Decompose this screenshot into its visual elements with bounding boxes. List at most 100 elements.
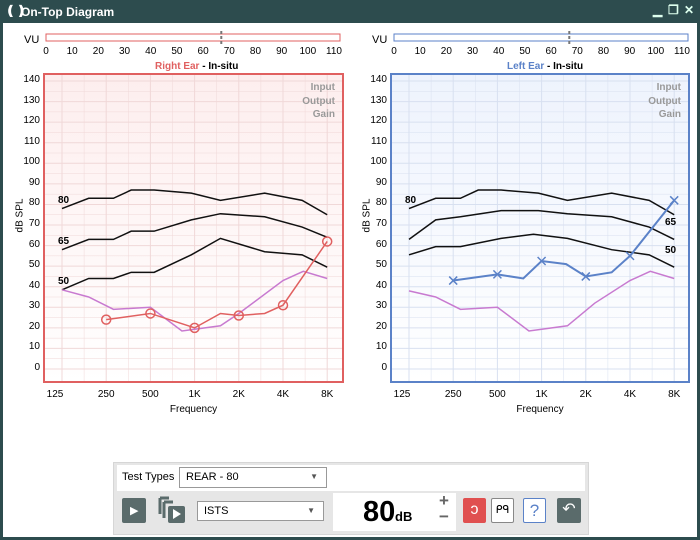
legend-item: Input [656, 82, 681, 93]
x-axis-label: Frequency [169, 404, 218, 415]
y-tick-label: 0 [34, 362, 40, 373]
vu-tick-label: 40 [493, 46, 505, 57]
vu-meter [45, 33, 341, 42]
data-point-circle [100, 314, 112, 325]
vu-tick-label: 50 [171, 46, 183, 57]
vu-label-left: VU [372, 34, 388, 46]
vu-tick-label: 60 [197, 46, 209, 57]
vu-tick-label: 30 [466, 46, 479, 57]
series-line-3 [408, 270, 675, 332]
vu-tick-label: 40 [145, 46, 157, 57]
left-ear-button[interactable]: ? [523, 498, 546, 523]
vu-tick-label: 70 [571, 46, 583, 57]
vu-tick-label: 70 [223, 46, 235, 57]
ear-name: Right Ear [155, 61, 200, 72]
left-ear-icon: ? [529, 501, 540, 520]
y-axis-label: dB SPL [361, 198, 373, 233]
curve-label: 80 [405, 194, 417, 206]
x-tick-label: 2K [579, 389, 592, 400]
y-tick-label: 70 [28, 218, 40, 229]
x-tick-label: 8K [668, 389, 681, 400]
y-axis-label: dB SPL [14, 198, 26, 233]
data-point-x [625, 251, 635, 261]
curve-label: 65 [58, 235, 70, 247]
y-tick-label: 40 [28, 279, 40, 291]
both-ears-button[interactable]: ᑭᑫ [491, 498, 514, 523]
series-line-3 [61, 270, 328, 332]
data-point-circle [145, 308, 156, 319]
y-tick-label: 130 [23, 94, 40, 106]
y-tick-label: 80 [28, 197, 40, 209]
legend-item: Output [302, 95, 335, 107]
level-value: 80 [363, 496, 396, 528]
play-sequence-button[interactable] [158, 496, 186, 524]
series-line-4 [453, 199, 675, 282]
x-tick-label: 250 [97, 389, 115, 400]
x-tick-label: 125 [46, 389, 64, 400]
plot-border [43, 73, 344, 383]
decrease-level-button[interactable]: − [439, 507, 449, 526]
right-ear-button[interactable]: ↄ [463, 498, 486, 523]
vu-tick-label: 10 [66, 46, 78, 57]
chevron-down-icon: ▼ [307, 506, 315, 515]
y-tick-label: 120 [23, 115, 40, 127]
data-point-x [448, 276, 458, 286]
legend-item: Input [310, 82, 335, 93]
series-line-80 [61, 189, 328, 216]
y-tick-label: 140 [23, 74, 40, 86]
vu-meter [393, 33, 689, 42]
vu-tick-label: 110 [326, 46, 342, 57]
chevron-down-icon: ▼ [310, 472, 318, 481]
x-tick-label: 1K [535, 389, 548, 400]
signal-select[interactable]: ISTS ▼ [197, 501, 324, 521]
y-tick-label: 20 [375, 320, 387, 332]
window-title: On-Top Diagram [21, 5, 115, 19]
left-ear-title: Left Ear - In-situ [507, 61, 583, 72]
y-tick-label: 120 [370, 115, 387, 127]
data-point-x [581, 271, 591, 281]
curve-label: 50 [58, 275, 70, 287]
signal-value: ISTS [204, 505, 229, 517]
y-tick-label: 10 [375, 341, 387, 353]
y-tick-label: 70 [375, 218, 387, 229]
x-tick-label: 4K [276, 389, 290, 400]
undo-ear-button[interactable]: ↶ [557, 498, 581, 523]
minimize-icon[interactable]: ▁ [653, 3, 663, 17]
control-panel: Test Types REAR - 80 ▼ ▶ ISTS ▼ 80 dB + − … [113, 462, 589, 535]
y-tick-label: 140 [370, 74, 387, 86]
right-ear-icon: ↄ [470, 501, 479, 518]
increase-level-button[interactable]: + [439, 491, 449, 510]
vu-tick-label: 50 [519, 46, 531, 57]
vu-tick-label: 30 [118, 46, 131, 57]
y-tick-label: 30 [375, 300, 387, 312]
plot-area [44, 74, 343, 382]
y-tick-label: 90 [28, 176, 40, 188]
x-axis-label: Frequency [516, 404, 564, 415]
vu-tick-label: 100 [299, 46, 317, 57]
close-icon[interactable]: ✕ [684, 3, 695, 17]
vu-tick-label: 0 [43, 46, 49, 57]
play-icon: ▶ [130, 505, 139, 517]
play-button[interactable]: ▶ [122, 498, 146, 523]
play-sequence-icon [158, 496, 185, 523]
y-tick-label: 110 [371, 135, 387, 147]
test-types-label: Test Types [122, 471, 175, 483]
test-type-select[interactable]: REAR - 80 ▼ [179, 467, 327, 488]
vu-tick-label: 100 [647, 46, 665, 57]
vu-tick-label: 80 [249, 46, 262, 57]
title-bar: ❪❫ On-Top Diagram ▁ ❐ ✕ [0, 0, 700, 22]
curve-label: 50 [665, 245, 677, 257]
x-tick-label: 2K [232, 389, 245, 400]
y-tick-label: 0 [381, 362, 387, 373]
data-point-x [492, 269, 502, 279]
both-ears-icon: ᑭᑫ [495, 504, 510, 516]
series-line-50 [61, 237, 328, 291]
vu-tick-label: 90 [624, 46, 636, 57]
data-point-x [669, 195, 679, 205]
vu-tick-label: 110 [674, 46, 690, 57]
legend-item: Output [648, 95, 681, 107]
test-type-row: Test Types REAR - 80 ▼ [117, 465, 585, 491]
restore-icon[interactable]: ❐ [668, 3, 679, 17]
ear-mode: - In-situ [544, 61, 584, 72]
